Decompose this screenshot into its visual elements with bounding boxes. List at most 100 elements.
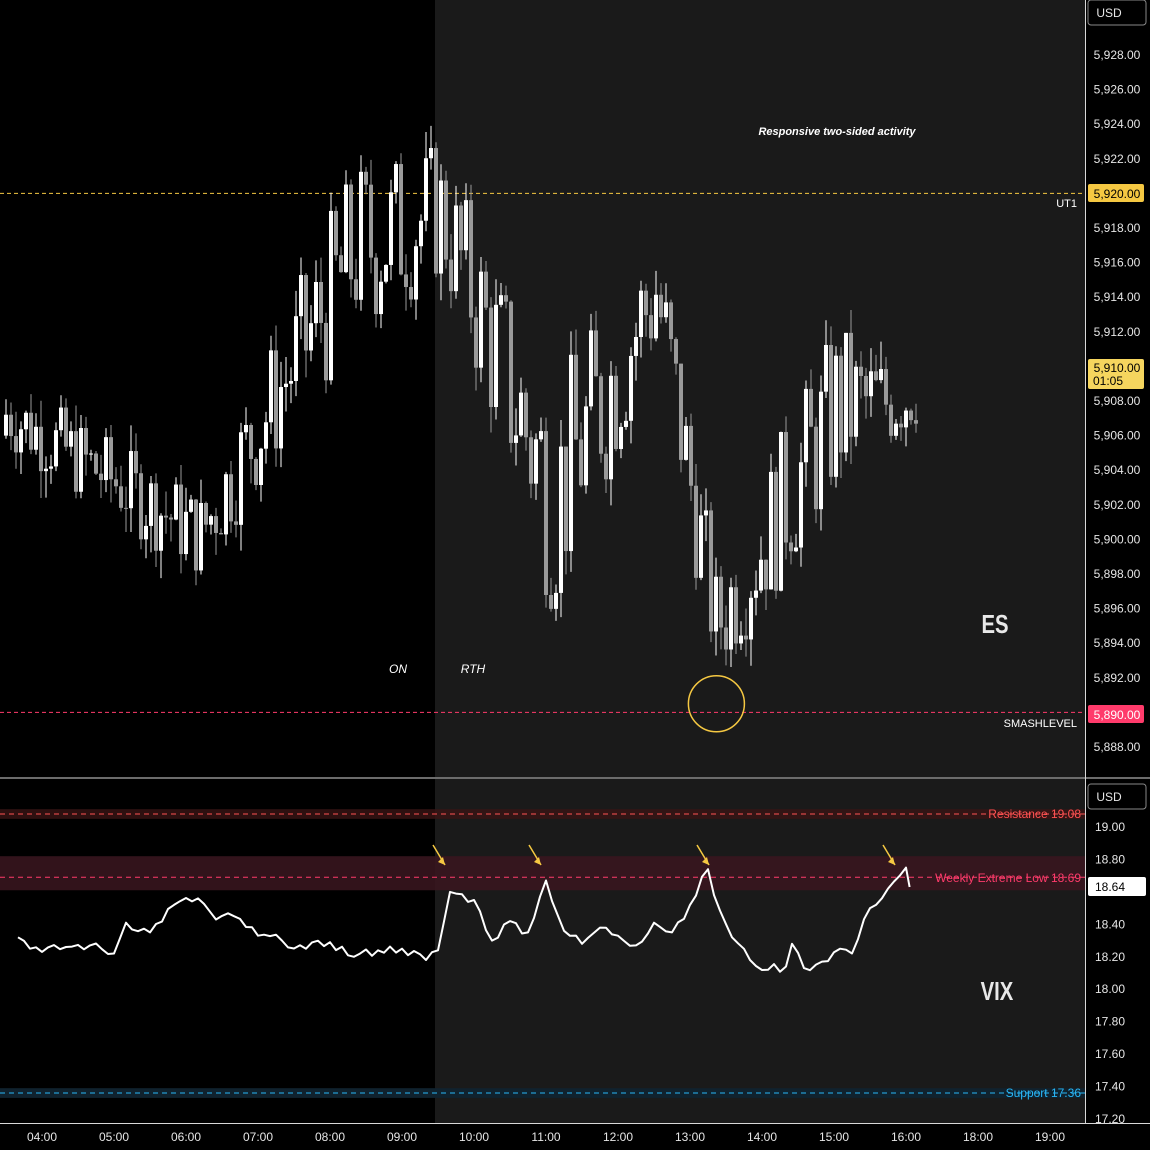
es-candle-body	[29, 412, 33, 450]
es-candle-body	[269, 350, 273, 423]
smash-price-badge	[1088, 705, 1144, 723]
es-candle-body	[294, 316, 298, 381]
es-price-tick: 5,892.00	[1094, 671, 1141, 685]
vix-level-bands	[0, 809, 1085, 1098]
vix-last-badge	[1088, 877, 1146, 896]
es-price-tick: 5,898.00	[1094, 567, 1141, 581]
es-candle-body	[759, 559, 763, 591]
es-candle-body	[149, 483, 153, 526]
es-candle-body	[134, 451, 138, 474]
es-candle-body	[634, 337, 638, 356]
es-price-axis[interactable]: 5,928.00 5,926.00 5,924.00 5,922.00 5,920.00…	[1094, 48, 1141, 754]
vix-currency-label: USD	[1096, 790, 1122, 804]
es-candle-body	[109, 437, 113, 480]
es-candle-body	[684, 425, 688, 460]
rth-shading-vix	[435, 779, 1085, 1123]
es-candle-body	[424, 158, 428, 221]
es-price-tick: 5,908.00	[1094, 394, 1141, 408]
es-candle-body	[769, 471, 773, 590]
es-candle-body	[69, 431, 73, 447]
es-candle-body	[804, 388, 808, 463]
es-candle-body	[644, 290, 648, 316]
es-candle-body	[89, 453, 93, 455]
es-candle-body	[639, 290, 643, 338]
arrow-head-icon	[702, 857, 709, 865]
es-price-tick: 5,922.00	[1094, 152, 1141, 166]
es-candle-body	[739, 635, 743, 644]
vix-last-text: 18.64	[1095, 880, 1125, 894]
es-candle-body	[124, 507, 128, 509]
es-candle-body	[224, 474, 228, 535]
vix-currency-box[interactable]	[1087, 783, 1147, 810]
vix-series-line	[17, 866, 911, 973]
es-price-tick: 5,904.00	[1094, 463, 1141, 477]
es-price-tick: 5,918.00	[1094, 221, 1141, 235]
es-candle-body	[179, 484, 183, 555]
session-label-on: ON	[389, 662, 407, 676]
es-candle-body	[364, 171, 368, 185]
es-candle-body	[904, 410, 908, 428]
es-candle-body	[859, 366, 863, 376]
time-axis[interactable]: 04:00 05:00 06:00 07:00 08:00 09:00 10:00 11:00…	[27, 1130, 1065, 1144]
es-candle-body	[709, 510, 713, 632]
session-label-rth: RTH	[461, 662, 486, 676]
vix-price-tick: 18.40	[1095, 917, 1125, 931]
es-candle-body	[339, 255, 343, 273]
es-candle-body	[399, 164, 403, 275]
es-candle-body	[814, 426, 818, 510]
es-candle-body	[409, 287, 413, 300]
es-candle-body	[669, 302, 673, 340]
es-candle-body	[189, 499, 193, 512]
es-candle-body	[794, 547, 798, 552]
es-candle-body	[394, 164, 398, 193]
es-candle-body	[584, 406, 588, 486]
es-candle-body	[699, 515, 703, 578]
es-candle-body	[359, 171, 363, 300]
es-candle-body	[829, 344, 833, 477]
es-candle-body	[674, 339, 678, 364]
es-candle-body	[509, 301, 513, 443]
es-candle-body	[864, 375, 868, 397]
es-candle-body	[589, 330, 593, 407]
es-currency-box[interactable]	[1087, 0, 1147, 26]
es-candle-body	[119, 486, 123, 508]
es-candle-body	[724, 627, 728, 650]
time-tick: 18:00	[963, 1130, 993, 1144]
last-price-text: 5,910.00	[1094, 361, 1141, 375]
es-candle-body	[774, 471, 778, 591]
es-candle-body	[784, 432, 788, 543]
es-candle-body	[164, 515, 168, 518]
es-candle-body	[74, 431, 78, 492]
es-candle-body	[209, 516, 213, 525]
es-symbol-label: ES	[981, 610, 1008, 639]
weekly-extreme-low-label: Weekly Extreme Low 18.69	[935, 871, 1081, 885]
vix-price-tick: 18.80	[1095, 852, 1125, 866]
vix-price-tick: 18.20	[1095, 950, 1125, 964]
es-candle-body	[714, 576, 718, 632]
time-tick: 04:00	[27, 1130, 57, 1144]
es-candle-body	[654, 294, 658, 339]
es-candle-body	[59, 407, 63, 431]
es-candle-body	[909, 410, 913, 421]
es-candle-body	[539, 431, 543, 440]
es-candle-body	[624, 420, 628, 427]
es-candle-body	[319, 281, 323, 323]
es-candle-body	[734, 587, 738, 644]
es-candle-body	[469, 200, 473, 318]
es-candle-body	[764, 559, 768, 590]
es-candle-body	[459, 205, 463, 251]
es-candle-body	[694, 485, 698, 578]
es-candle-body	[484, 271, 488, 308]
es-candle-body	[264, 422, 268, 449]
es-candle-body	[559, 446, 563, 593]
es-candle-body	[884, 369, 888, 405]
es-candle-body	[514, 435, 518, 443]
es-candle-body	[744, 635, 748, 640]
resistance-label: Resistance 19.08	[988, 807, 1081, 821]
es-candle-body	[229, 474, 233, 522]
vix-price-axis[interactable]: 19.0018.8018.6018.4018.2018.0017.8017.60…	[1095, 820, 1125, 1126]
es-candle-body	[689, 425, 693, 486]
ut1-price-badge	[1088, 184, 1144, 202]
es-annotation: Responsive two-sided activity	[758, 126, 916, 138]
